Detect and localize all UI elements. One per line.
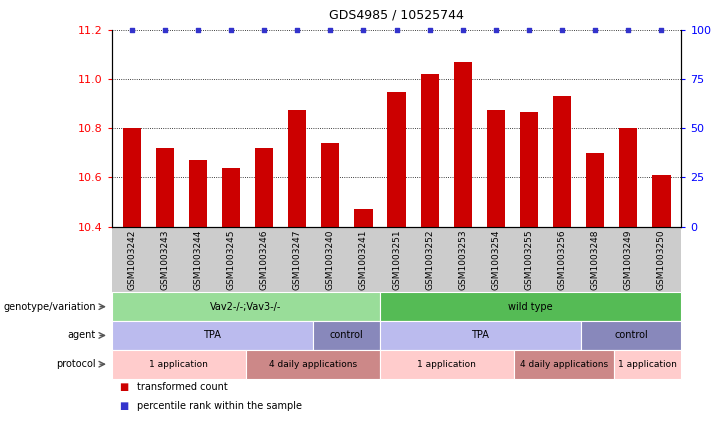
Point: [623, 26, 634, 33]
Point: [225, 26, 236, 33]
Point: [324, 26, 336, 33]
Text: 1 application: 1 application: [417, 360, 477, 369]
Point: [358, 26, 369, 33]
Text: control: control: [614, 330, 648, 341]
Point: [457, 26, 469, 33]
Text: protocol: protocol: [56, 359, 96, 369]
Bar: [189, 160, 207, 227]
Point: [126, 26, 138, 33]
Point: [523, 26, 535, 33]
Point: [557, 26, 568, 33]
Text: control: control: [329, 330, 363, 341]
Text: ■: ■: [119, 382, 128, 392]
Text: TPA: TPA: [203, 330, 221, 341]
Bar: [520, 112, 538, 227]
Text: 4 daily applications: 4 daily applications: [520, 360, 608, 369]
Point: [391, 26, 402, 33]
Point: [192, 26, 203, 33]
Bar: [354, 209, 373, 227]
Point: [424, 26, 435, 33]
Text: ■: ■: [119, 401, 128, 411]
Point: [655, 26, 667, 33]
Point: [490, 26, 502, 33]
Text: agent: agent: [68, 330, 96, 341]
Bar: [222, 168, 240, 227]
Point: [258, 26, 270, 33]
Bar: [586, 153, 604, 227]
Bar: [420, 74, 439, 227]
Bar: [487, 110, 505, 227]
Bar: [288, 110, 306, 227]
Bar: [653, 175, 671, 227]
Bar: [454, 62, 472, 227]
Text: 1 application: 1 application: [619, 360, 677, 369]
Bar: [619, 128, 637, 227]
Bar: [255, 148, 273, 227]
Point: [590, 26, 601, 33]
Text: wild type: wild type: [508, 302, 553, 312]
Text: genotype/variation: genotype/variation: [4, 302, 96, 312]
Bar: [156, 148, 174, 227]
Bar: [123, 128, 141, 227]
Text: Vav2-/-;Vav3-/-: Vav2-/-;Vav3-/-: [210, 302, 281, 312]
Text: 4 daily applications: 4 daily applications: [269, 360, 357, 369]
Text: 1 application: 1 application: [149, 360, 208, 369]
Point: [159, 26, 170, 33]
Bar: [387, 93, 406, 227]
Bar: [553, 96, 571, 227]
Text: percentile rank within the sample: percentile rank within the sample: [137, 401, 302, 411]
Point: [291, 26, 303, 33]
Bar: [322, 143, 340, 227]
Text: transformed count: transformed count: [137, 382, 228, 392]
Text: GDS4985 / 10525744: GDS4985 / 10525744: [329, 8, 464, 22]
Text: TPA: TPA: [472, 330, 490, 341]
